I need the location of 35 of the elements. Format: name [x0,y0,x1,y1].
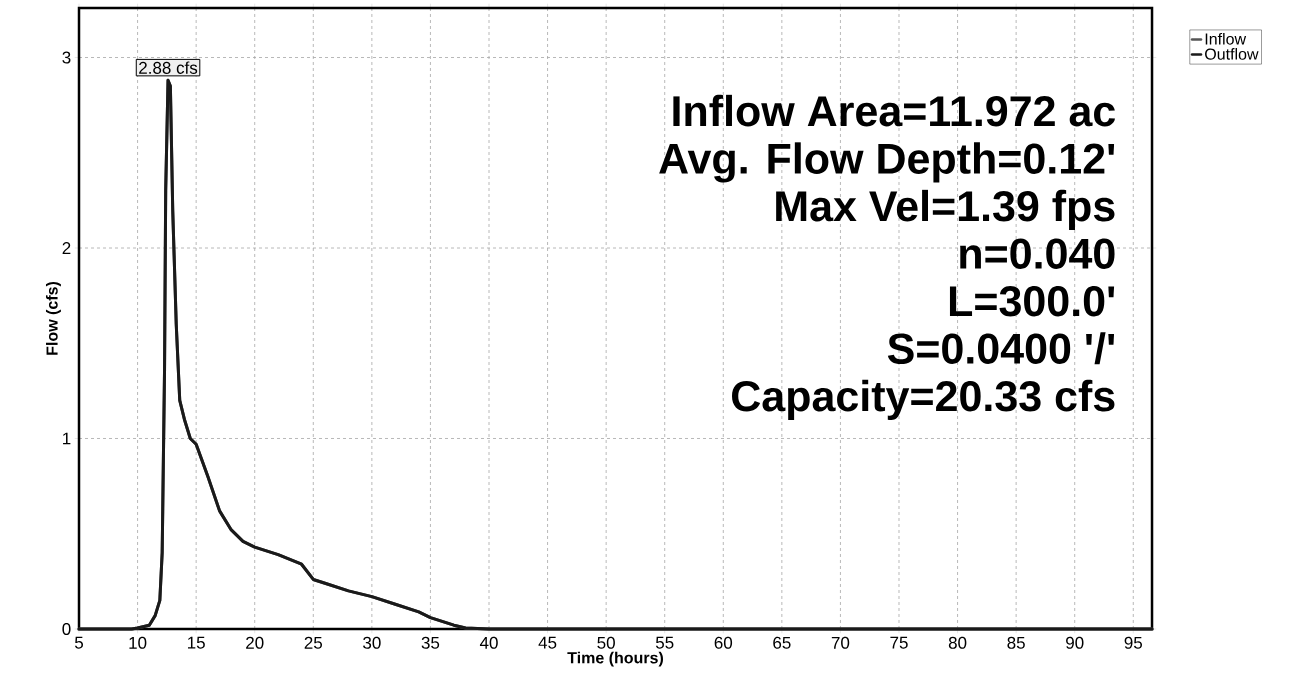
annotation: L=300.0' [949,285,1115,317]
x-tick-label: 45 [538,636,557,649]
annotation: Avg. Flow Depth=0.12' [659,142,1115,183]
y-tick-label: 0 [62,622,71,636]
annotation: n=0.040 [960,238,1115,269]
legend-label: Outflow [1205,48,1259,60]
x-tick-label: 15 [188,636,205,649]
x-tick-label: 5 [74,636,84,649]
x-tick-label: 50 [597,636,615,649]
x-tick-label: 80 [948,636,967,649]
x-tick-label: 25 [304,636,323,649]
y-tick-label: 2 [62,242,71,254]
x-tick-label: 70 [831,636,850,649]
x-tick-label: 35 [421,636,440,649]
x-tick-label: 40 [479,636,498,649]
y-axis-title: Flow (cfs) [45,281,61,355]
x-tick-label: 95 [1124,636,1143,649]
x-axis-title: Time (hours) [567,651,664,667]
x-tick-label: 65 [773,636,791,649]
x-tick-label: 30 [363,636,381,649]
y-tick-label: 1 [63,432,71,445]
annotation: Max Vel=1.39 fps [776,189,1115,230]
annotation: Capacity=20.33 cfs [732,379,1115,420]
y-tick-label: 3 [62,51,71,64]
x-tick-label: 90 [1066,636,1084,649]
x-tick-label: 60 [714,636,733,649]
x-tick-label: 55 [655,636,674,649]
annotation: Inflow Area=11.972 ac [673,94,1115,127]
legend-label: Inflow [1205,32,1247,45]
x-tick-label: 10 [129,636,147,649]
x-tick-label: 85 [1007,636,1025,649]
annotation: S=0.0400 '/' [887,332,1115,365]
annotation: 2.88 cfs [139,61,198,74]
x-tick-label: 75 [890,636,908,649]
x-tick-label: 20 [246,636,264,649]
